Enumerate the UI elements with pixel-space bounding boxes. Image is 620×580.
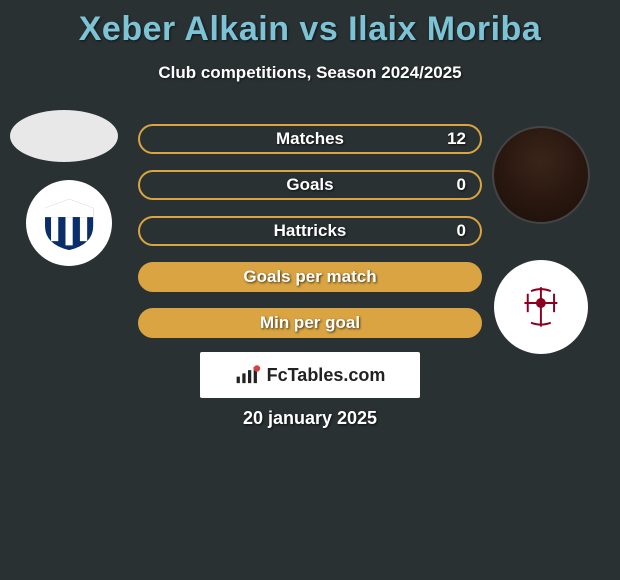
stat-value: 0 bbox=[457, 175, 466, 195]
player1-photo bbox=[10, 110, 118, 162]
stat-row-goals: Goals 0 bbox=[138, 170, 482, 200]
stat-value: 12 bbox=[447, 129, 466, 149]
page-title: Xeber Alkain vs Ilaix Moriba bbox=[0, 0, 620, 49]
chart-icon bbox=[235, 364, 261, 386]
alaves-crest-icon bbox=[39, 193, 99, 253]
stat-label: Min per goal bbox=[260, 313, 360, 333]
player2-photo bbox=[492, 126, 590, 224]
celta-crest-icon bbox=[508, 274, 574, 340]
club1-logo bbox=[26, 180, 112, 266]
stat-label: Goals per match bbox=[243, 267, 376, 287]
stat-label: Goals bbox=[286, 175, 333, 195]
stat-row-matches: Matches 12 bbox=[138, 124, 482, 154]
stat-row-hattricks: Hattricks 0 bbox=[138, 216, 482, 246]
stat-label: Hattricks bbox=[274, 221, 347, 241]
subtitle: Club competitions, Season 2024/2025 bbox=[0, 63, 620, 83]
club2-logo bbox=[494, 260, 588, 354]
branding-badge: FcTables.com bbox=[200, 352, 420, 398]
date-text: 20 january 2025 bbox=[0, 408, 620, 429]
stat-row-min-per-goal: Min per goal bbox=[138, 308, 482, 338]
stat-label: Matches bbox=[276, 129, 344, 149]
stat-value: 0 bbox=[457, 221, 466, 241]
stat-row-goals-per-match: Goals per match bbox=[138, 262, 482, 292]
branding-text: FcTables.com bbox=[267, 365, 386, 386]
stats-container: Matches 12 Goals 0 Hattricks 0 Goals per… bbox=[138, 124, 482, 354]
